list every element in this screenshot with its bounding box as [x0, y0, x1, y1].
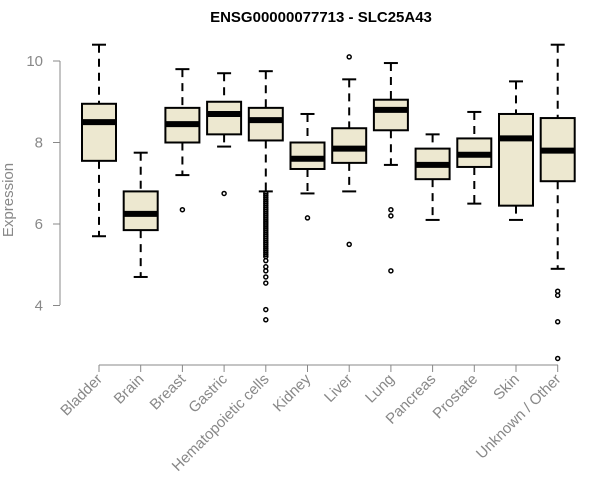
box-group [539, 43, 576, 362]
outlier-point [263, 306, 269, 313]
y-tick-label: 4 [35, 298, 43, 315]
outlier-point [346, 54, 352, 60]
outlier-point [388, 213, 394, 219]
outlier-point [554, 355, 561, 362]
outlier-point [388, 268, 394, 274]
outlier-point [346, 241, 352, 248]
chart-title: ENSG00000077713 - SLC25A43 [210, 9, 432, 26]
x-tick-label: Liver [321, 371, 356, 406]
x-tick-label: Skin [490, 371, 523, 404]
x-tick-label: Brain [111, 371, 148, 408]
box-group [289, 112, 326, 221]
iqr-box [247, 106, 284, 142]
outlier-point [388, 206, 394, 213]
iqr-box [289, 141, 326, 170]
box-group [164, 68, 201, 213]
outlier-point [554, 319, 561, 325]
outlier-point [221, 190, 227, 197]
box-group [122, 151, 159, 278]
iqr-box [206, 100, 243, 136]
box-group [456, 110, 493, 205]
box-group [372, 62, 409, 274]
x-tick-label: Lung [362, 371, 398, 407]
outlier-point [304, 215, 311, 221]
y-ticks: 4 6 8 10 [26, 53, 60, 315]
outlier-point [263, 317, 269, 323]
y-axis-label: Expression [0, 163, 17, 237]
outlier-point [263, 251, 269, 258]
iqr-box [81, 102, 117, 162]
box-group [498, 80, 534, 221]
y-tick-label: 10 [26, 53, 43, 70]
outlier-point [263, 257, 269, 264]
box-group [206, 72, 243, 197]
boxes [81, 43, 576, 362]
iqr-box [331, 127, 368, 164]
box-group [331, 54, 368, 248]
outlier-point [554, 292, 561, 299]
iqr-box [122, 190, 159, 232]
x-tick-label: Prostate [430, 371, 482, 423]
box-group [414, 133, 451, 221]
box-group [247, 70, 284, 323]
box-group [81, 43, 117, 238]
y-tick-label: 6 [35, 216, 43, 233]
outlier-point [263, 280, 269, 286]
outlier-point [263, 274, 269, 280]
outlier-point [179, 206, 186, 213]
x-tick-label: Kidney [270, 370, 315, 415]
iqr-box [498, 112, 534, 207]
outlier-point [263, 268, 269, 274]
x-tick-label: Bladder [57, 371, 106, 420]
y-tick-label: 8 [35, 135, 43, 152]
x-tick-label: Breast [147, 370, 190, 413]
iqr-box [372, 98, 409, 132]
